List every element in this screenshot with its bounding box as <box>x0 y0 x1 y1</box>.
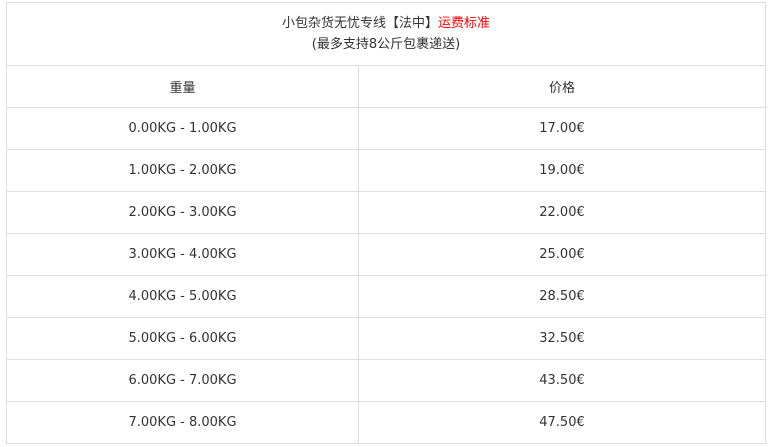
cell-weight: 3.00KG - 4.00KG <box>6 233 359 276</box>
header-weight: 重量 <box>6 65 359 108</box>
cell-weight: 0.00KG - 1.00KG <box>6 107 359 150</box>
table-row: 3.00KG - 4.00KG 25.00€ <box>6 233 766 276</box>
title-subtitle: (最多支持8公斤包裹递送) <box>311 37 461 52</box>
cell-price: 19.00€ <box>358 149 766 192</box>
table-title: 小包杂货无忧专线【法中】运费标准 (最多支持8公斤包裹递送) <box>6 2 766 66</box>
cell-price: 43.50€ <box>358 359 766 402</box>
cell-weight: 1.00KG - 2.00KG <box>6 149 359 192</box>
cell-weight: 2.00KG - 3.00KG <box>6 191 359 234</box>
cell-price: 28.50€ <box>358 275 766 318</box>
shipping-rate-table: 小包杂货无忧专线【法中】运费标准 (最多支持8公斤包裹递送) 重量 价格 0.0… <box>6 2 766 444</box>
cell-price: 32.50€ <box>358 317 766 360</box>
header-price: 价格 <box>358 65 766 108</box>
cell-price: 47.50€ <box>358 401 766 444</box>
table-row: 0.00KG - 1.00KG 17.00€ <box>6 107 766 150</box>
cell-price: 25.00€ <box>358 233 766 276</box>
cell-weight: 5.00KG - 6.00KG <box>6 317 359 360</box>
cell-weight: 6.00KG - 7.00KG <box>6 359 359 402</box>
table-row: 1.00KG - 2.00KG 19.00€ <box>6 149 766 192</box>
table-row: 5.00KG - 6.00KG 32.50€ <box>6 317 766 360</box>
cell-weight: 7.00KG - 8.00KG <box>6 401 359 444</box>
cell-weight: 4.00KG - 5.00KG <box>6 275 359 318</box>
header-row: 重量 价格 <box>6 65 766 108</box>
title-row: 小包杂货无忧专线【法中】运费标准 (最多支持8公斤包裹递送) <box>6 2 766 66</box>
title-main: 小包杂货无忧专线【法中】 <box>281 16 438 31</box>
table-row: 7.00KG - 8.00KG 47.50€ <box>6 401 766 444</box>
table-row: 4.00KG - 5.00KG 28.50€ <box>6 275 766 318</box>
table-row: 6.00KG - 7.00KG 43.50€ <box>6 359 766 402</box>
cell-price: 17.00€ <box>358 107 766 150</box>
title-highlight: 运费标准 <box>438 16 491 31</box>
cell-price: 22.00€ <box>358 191 766 234</box>
table-row: 2.00KG - 3.00KG 22.00€ <box>6 191 766 234</box>
